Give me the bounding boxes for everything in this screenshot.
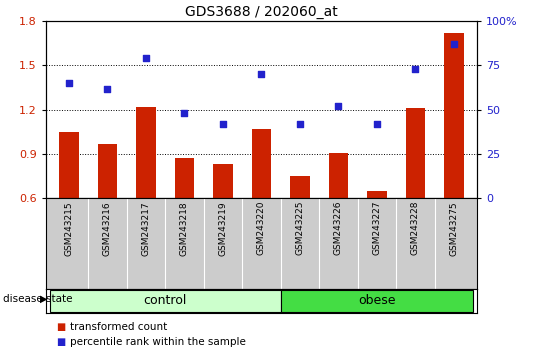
Bar <box>444 33 464 287</box>
Text: obese: obese <box>358 295 396 307</box>
Point <box>65 80 73 86</box>
Bar <box>59 132 79 287</box>
Text: GSM243226: GSM243226 <box>334 201 343 256</box>
Text: ■: ■ <box>57 337 66 347</box>
Point <box>295 121 304 127</box>
Bar <box>98 144 117 287</box>
Text: GSM243218: GSM243218 <box>180 201 189 256</box>
Text: GSM243217: GSM243217 <box>141 201 150 256</box>
Text: control: control <box>143 295 187 307</box>
Bar <box>281 290 473 312</box>
Text: disease state: disease state <box>3 294 72 304</box>
Point <box>450 41 458 47</box>
Point <box>142 56 150 61</box>
Text: GSM243228: GSM243228 <box>411 201 420 256</box>
Point <box>180 110 189 116</box>
Bar <box>406 108 425 287</box>
Text: GSM243219: GSM243219 <box>218 201 227 256</box>
Text: GSM243227: GSM243227 <box>372 201 382 256</box>
Text: transformed count: transformed count <box>70 322 167 332</box>
Bar <box>291 176 309 287</box>
Text: percentile rank within the sample: percentile rank within the sample <box>70 337 246 347</box>
Text: GSM243275: GSM243275 <box>450 201 458 256</box>
Point <box>103 86 112 91</box>
Bar <box>367 191 386 287</box>
Bar <box>50 290 281 312</box>
Text: GSM243220: GSM243220 <box>257 201 266 256</box>
Text: ▶: ▶ <box>40 294 48 304</box>
Point <box>372 121 381 127</box>
Bar <box>213 164 232 287</box>
Point <box>219 121 227 127</box>
Bar <box>175 159 194 287</box>
Text: ■: ■ <box>57 322 66 332</box>
Bar <box>252 129 271 287</box>
Bar <box>136 107 156 287</box>
Point <box>334 103 343 109</box>
Point <box>257 72 266 77</box>
Text: GSM243216: GSM243216 <box>103 201 112 256</box>
Title: GDS3688 / 202060_at: GDS3688 / 202060_at <box>185 5 338 19</box>
Text: GSM243225: GSM243225 <box>295 201 305 256</box>
Bar <box>329 153 348 287</box>
Text: GSM243215: GSM243215 <box>65 201 73 256</box>
Point <box>411 66 420 72</box>
